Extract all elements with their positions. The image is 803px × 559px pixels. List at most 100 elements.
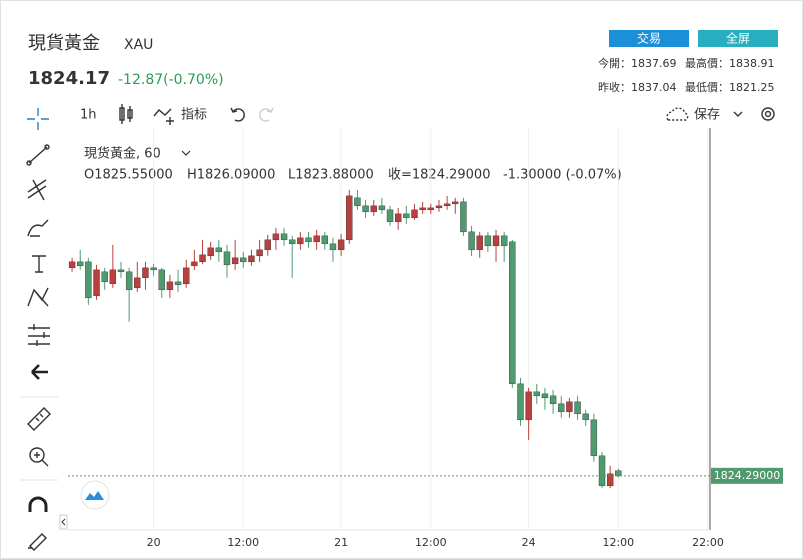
- x-tick-label: 21: [334, 536, 348, 549]
- save-button[interactable]: 保存: [694, 108, 720, 123]
- collapse-arrow: [61, 518, 66, 526]
- indicator-plus[interactable]: [166, 117, 174, 125]
- pattern-tool[interactable]: [27, 287, 49, 307]
- candle-body: [443, 203, 451, 207]
- candle-body: [305, 237, 312, 243]
- x-tick-label: 24: [522, 536, 536, 549]
- candle-body: [297, 237, 304, 245]
- ruler-tool[interactable]: [27, 407, 51, 431]
- indicator-icon[interactable]: [153, 108, 172, 117]
- candle-body: [558, 403, 565, 413]
- candle-body: [215, 247, 223, 253]
- back-arrow[interactable]: [31, 364, 48, 380]
- fullscreen-button-label[interactable]: 全屏: [726, 31, 750, 46]
- candle-body: [272, 233, 280, 241]
- candle-body: [549, 395, 557, 405]
- legend-change: -1.30000 (-0.07%): [503, 168, 622, 183]
- trade-button-label[interactable]: 交易: [637, 31, 661, 46]
- legend-caret[interactable]: [181, 150, 191, 156]
- candle-body: [231, 257, 239, 265]
- candle-body: [476, 235, 483, 251]
- candle-body: [329, 243, 337, 251]
- candle-body: [289, 239, 296, 245]
- candle-body: [264, 239, 271, 251]
- x-tick-label: 12:00: [415, 536, 447, 549]
- save-dropdown[interactable]: [733, 111, 743, 117]
- candle-body: [68, 261, 76, 269]
- candle-style-icon[interactable]: [119, 104, 133, 124]
- candle-body: [525, 391, 532, 421]
- candle-body: [158, 269, 165, 291]
- line-tool-dot: [26, 160, 32, 166]
- crosshair-tool[interactable]: [27, 108, 49, 130]
- candle-body: [93, 269, 100, 297]
- candle-body: [492, 235, 500, 247]
- redo-icon: [259, 107, 274, 122]
- brush-tool[interactable]: [27, 219, 49, 237]
- fib-tool[interactable]: [27, 179, 47, 201]
- logo-icon: [85, 491, 104, 500]
- candle-body: [598, 455, 606, 487]
- candle-body: [109, 269, 117, 285]
- x-tick-label: 22:00: [692, 536, 724, 549]
- candle-body: [240, 257, 247, 263]
- candle-body: [411, 209, 418, 219]
- candle-body: [85, 261, 92, 299]
- legend-low: L1823.88000: [288, 168, 374, 183]
- trade-button[interactable]: [609, 30, 689, 47]
- candle-body: [574, 401, 581, 415]
- cloud-icon[interactable]: [666, 107, 689, 121]
- indicator-button[interactable]: 指标: [181, 108, 207, 123]
- measure-tool[interactable]: [28, 324, 50, 346]
- candle-body: [452, 201, 459, 205]
- candle-body: [280, 233, 288, 241]
- x-tick-label: 12:00: [602, 536, 634, 549]
- candle-body: [378, 205, 386, 211]
- settings-icon-center: [764, 110, 772, 118]
- candle-body: [370, 205, 377, 213]
- fullscreen-button[interactable]: [698, 30, 778, 47]
- candle-body: [101, 271, 108, 283]
- candle-body: [468, 231, 475, 251]
- candle-body: [346, 195, 353, 241]
- top-toolbar: 1h 指标 保存: [80, 104, 775, 125]
- candle-body: [166, 281, 174, 291]
- line-tool[interactable]: [28, 146, 48, 164]
- last-price-box: [711, 467, 783, 484]
- candle-body: [460, 201, 467, 233]
- stat-high: 最高價：1838.91: [685, 56, 775, 70]
- candle-body: [321, 235, 329, 245]
- candle-body: [394, 213, 402, 223]
- candle-body: [484, 235, 492, 247]
- symbol: XAU: [124, 37, 153, 53]
- candle-body: [419, 207, 426, 211]
- candle-body: [386, 209, 394, 223]
- candle-body: [150, 267, 157, 271]
- zoom-tool[interactable]: [29, 447, 45, 463]
- undo-icon[interactable]: [230, 107, 245, 122]
- candle-body: [427, 207, 435, 211]
- zoom-tool-plus: [34, 452, 49, 467]
- candle-body: [191, 261, 198, 267]
- magnet-tool[interactable]: [28, 496, 48, 512]
- candle-body: [183, 267, 190, 285]
- candle-body: [533, 391, 540, 397]
- settings-icon[interactable]: [761, 107, 775, 121]
- lock-tool[interactable]: [28, 533, 47, 551]
- candle-body: [517, 383, 524, 421]
- candle-body: [590, 419, 598, 457]
- candle-body: [566, 401, 573, 413]
- candle-body: [509, 241, 516, 385]
- candle-body: [362, 205, 369, 213]
- interval-button[interactable]: 1h: [80, 108, 97, 123]
- logo-badge[interactable]: [80, 480, 110, 510]
- collapse-toggle[interactable]: [59, 514, 68, 530]
- candle-body: [199, 254, 206, 263]
- price: 1824.17: [28, 68, 110, 89]
- candle-body: [223, 251, 231, 266]
- candle-body: [337, 239, 345, 251]
- text-tool[interactable]: [32, 255, 46, 273]
- candle-body: [117, 269, 125, 273]
- candle-body: [313, 235, 320, 243]
